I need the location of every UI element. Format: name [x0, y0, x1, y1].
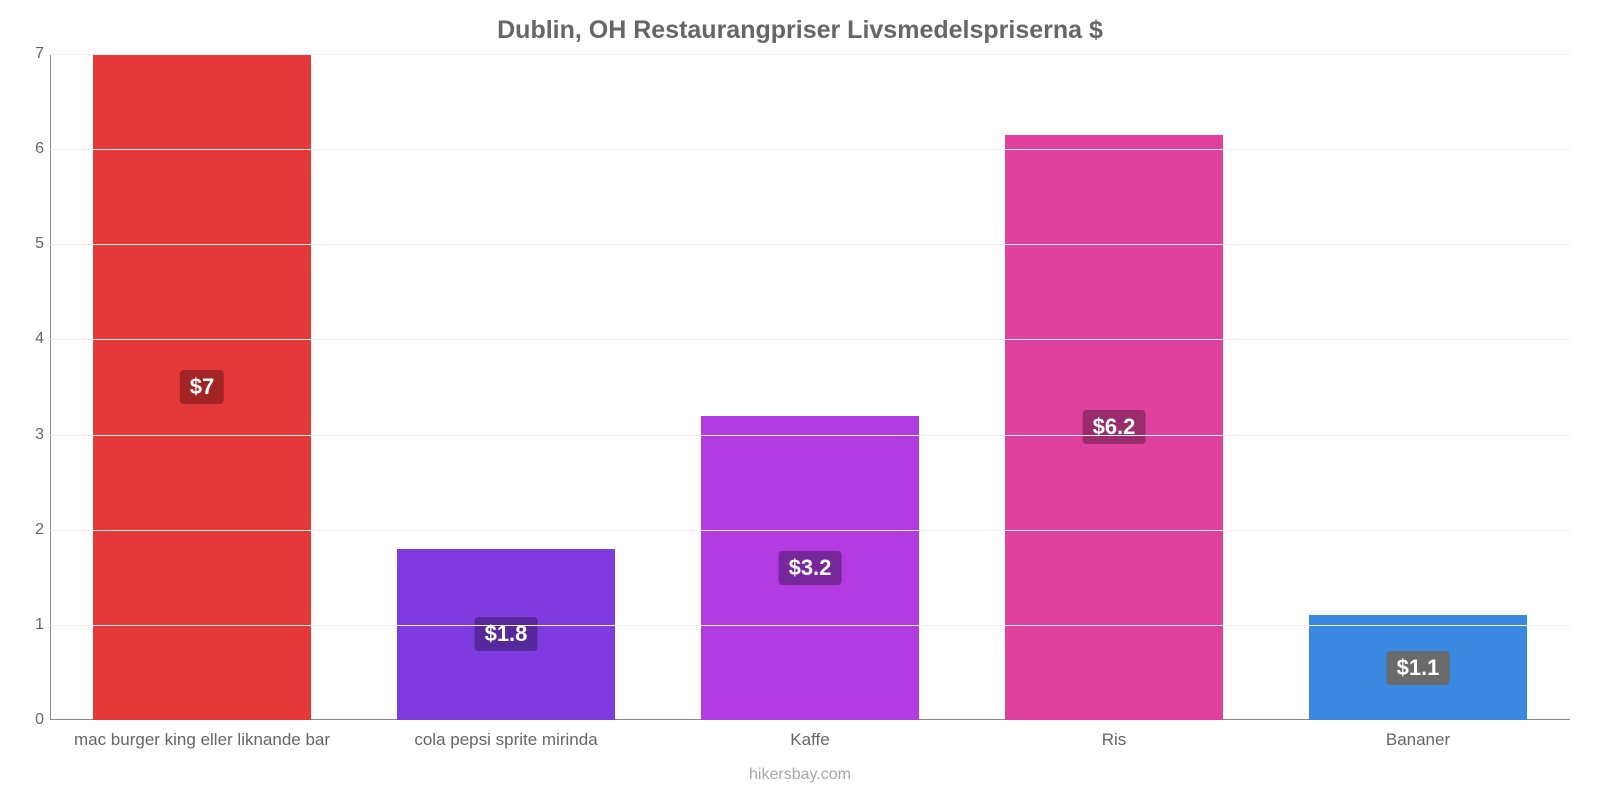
bar-value-label: $1.8 — [475, 617, 538, 651]
grid-line — [50, 339, 1570, 340]
grid-line — [50, 54, 1570, 55]
category: $7mac burger king eller liknande bar — [50, 54, 354, 720]
plot-area: $7mac burger king eller liknande bar$1.8… — [50, 54, 1570, 720]
category: $3.2Kaffe — [658, 54, 962, 720]
bar-value-label: $6.2 — [1083, 410, 1146, 444]
y-tick-label: 6 — [18, 140, 44, 158]
grid-line — [50, 149, 1570, 150]
x-tick-label: mac burger king eller liknande bar — [74, 730, 330, 750]
grid-line — [50, 625, 1570, 626]
y-tick-label: 0 — [18, 711, 44, 729]
bar-value-label: $7 — [180, 370, 224, 404]
y-tick-label: 1 — [18, 616, 44, 634]
price-bar-chart: Dublin, OH Restaurangpriser Livsmedelspr… — [0, 0, 1600, 800]
x-tick-label: cola pepsi sprite mirinda — [414, 730, 597, 750]
y-tick-label: 3 — [18, 426, 44, 444]
category: $6.2Ris — [962, 54, 1266, 720]
categories-row: $7mac burger king eller liknande bar$1.8… — [50, 54, 1570, 720]
bar-value-label: $3.2 — [779, 551, 842, 585]
category: $1.1Bananer — [1266, 54, 1570, 720]
x-tick-label: Kaffe — [790, 730, 829, 750]
chart-credit: hikersbay.com — [0, 766, 1600, 784]
category: $1.8cola pepsi sprite mirinda — [354, 54, 658, 720]
bar-value-label: $1.1 — [1387, 651, 1450, 685]
grid-line — [50, 530, 1570, 531]
y-tick-label: 4 — [18, 330, 44, 348]
grid-line — [50, 435, 1570, 436]
y-tick-label: 7 — [18, 45, 44, 63]
y-tick-label: 2 — [18, 521, 44, 539]
x-tick-label: Ris — [1102, 730, 1127, 750]
grid-line — [50, 244, 1570, 245]
x-tick-label: Bananer — [1386, 730, 1450, 750]
chart-title: Dublin, OH Restaurangpriser Livsmedelspr… — [0, 16, 1600, 45]
y-tick-label: 5 — [18, 235, 44, 253]
